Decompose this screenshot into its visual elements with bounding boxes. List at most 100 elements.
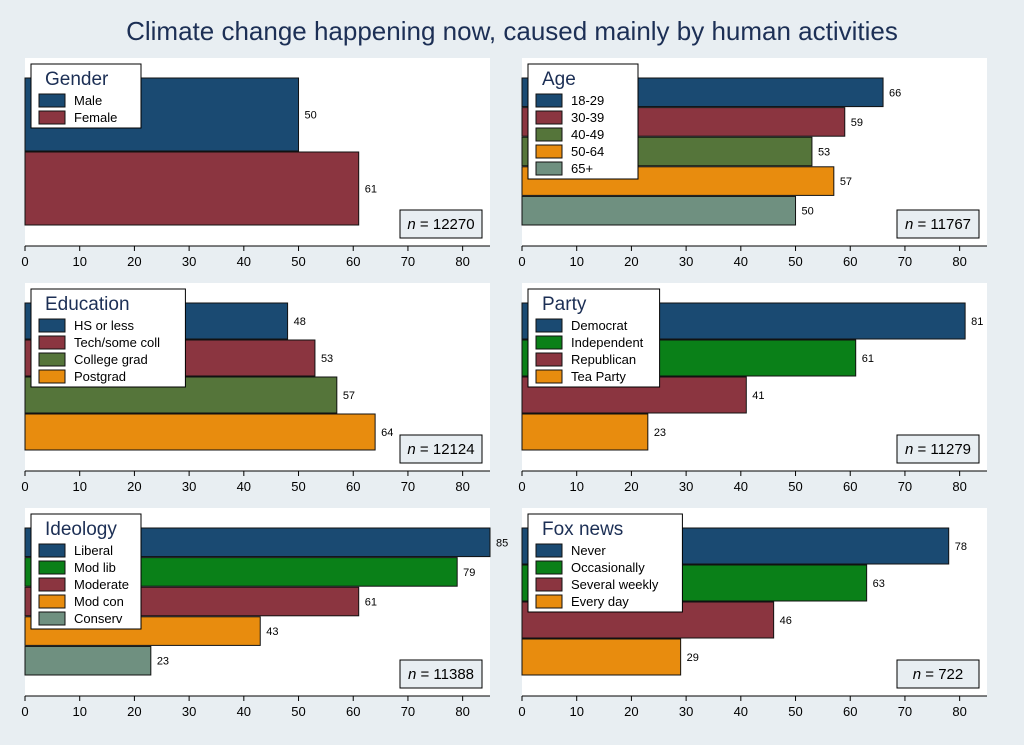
x-tick-label: 30 bbox=[679, 254, 693, 269]
data-label: 50 bbox=[802, 206, 814, 218]
x-tick-label: 40 bbox=[237, 704, 251, 719]
x-tick-label: 60 bbox=[843, 479, 857, 494]
legend-swatch bbox=[38, 110, 66, 125]
x-tick-label: 0 bbox=[21, 254, 28, 269]
data-label: 78 bbox=[955, 541, 967, 553]
legend-swatch bbox=[38, 369, 66, 384]
x-tick-label: 10 bbox=[72, 704, 86, 719]
legend-title: Education bbox=[45, 294, 130, 315]
legend-swatch bbox=[535, 161, 563, 176]
x-tick-label: 80 bbox=[952, 479, 966, 494]
legend-item: Female bbox=[74, 110, 117, 125]
x-tick-label: 80 bbox=[455, 254, 469, 269]
bar-every-day bbox=[521, 638, 682, 676]
x-tick-label: 0 bbox=[21, 704, 28, 719]
panel-party: 81 61 41 23 0 10 20 30 40 50 60 70 80 Party Democrat In… bbox=[518, 283, 987, 494]
x-tick-label: 50 bbox=[291, 254, 305, 269]
legend-swatch bbox=[535, 369, 563, 384]
legend-swatch bbox=[38, 560, 66, 575]
legend-swatch bbox=[535, 594, 563, 609]
x-tick-label: 50 bbox=[788, 254, 802, 269]
x-tick-label: 20 bbox=[127, 254, 141, 269]
legend-title: Age bbox=[542, 69, 576, 90]
legend-item: Conserv bbox=[74, 611, 123, 626]
x-tick-label: 70 bbox=[898, 479, 912, 494]
x-tick-label: 30 bbox=[182, 254, 196, 269]
legend-swatch bbox=[38, 543, 66, 558]
legend-item: Every day bbox=[571, 594, 629, 609]
data-label: 59 bbox=[851, 117, 863, 129]
legend-title: Fox news bbox=[542, 519, 623, 540]
x-tick-label: 50 bbox=[788, 704, 802, 719]
data-label: 53 bbox=[818, 147, 830, 159]
x-tick-label: 40 bbox=[734, 704, 748, 719]
data-label: 57 bbox=[343, 390, 355, 402]
legend-item: Mod lib bbox=[74, 560, 116, 575]
x-tick-label: 0 bbox=[518, 254, 525, 269]
panel-fox-news: 78 63 46 29 0 10 20 30 40 50 60 70 80 Fox news Never Oc… bbox=[518, 508, 987, 719]
panel-gender: 50 61 0 10 20 30 40 50 60 70 80 Gender Male Female n =… bbox=[21, 58, 490, 269]
legend-item: Tea Party bbox=[571, 369, 626, 384]
data-label: 50 bbox=[305, 110, 317, 122]
x-tick-label: 10 bbox=[72, 254, 86, 269]
bar-conserv bbox=[24, 645, 152, 676]
legend-item: Male bbox=[74, 93, 102, 108]
n-label: n = 12270 bbox=[407, 216, 474, 233]
n-label: n = 11767 bbox=[905, 216, 971, 233]
n-box bbox=[896, 209, 980, 239]
x-tick-label: 40 bbox=[237, 479, 251, 494]
data-label: 61 bbox=[862, 353, 874, 365]
legend-item: 30-39 bbox=[571, 110, 604, 125]
legend-item: 50-64 bbox=[571, 144, 604, 159]
bar-female bbox=[24, 151, 360, 226]
x-tick-label: 30 bbox=[182, 479, 196, 494]
legend-item: HS or less bbox=[74, 318, 134, 333]
data-label: 61 bbox=[365, 184, 377, 196]
n-box bbox=[896, 434, 980, 464]
legend-swatch bbox=[535, 577, 563, 592]
legend-item: 65+ bbox=[571, 161, 593, 176]
legend-item: Moderate bbox=[74, 577, 129, 592]
x-tick-label: 60 bbox=[346, 254, 360, 269]
x-tick-label: 60 bbox=[346, 479, 360, 494]
legend-title: Gender bbox=[45, 69, 109, 90]
x-tick-label: 40 bbox=[734, 254, 748, 269]
data-label: 63 bbox=[873, 578, 885, 590]
data-label: 41 bbox=[752, 390, 764, 402]
legend-swatch bbox=[535, 352, 563, 367]
x-tick-label: 20 bbox=[624, 704, 638, 719]
data-label: 46 bbox=[780, 615, 792, 627]
legend-swatch bbox=[38, 611, 66, 626]
x-tick-label: 20 bbox=[127, 479, 141, 494]
legend-swatch bbox=[38, 352, 66, 367]
legend-swatch bbox=[535, 318, 563, 333]
data-label: 66 bbox=[889, 87, 901, 99]
x-tick-label: 50 bbox=[788, 479, 802, 494]
x-tick-label: 70 bbox=[401, 254, 415, 269]
x-tick-label: 70 bbox=[401, 704, 415, 719]
n-box bbox=[399, 434, 483, 464]
data-label: 48 bbox=[294, 316, 306, 328]
x-tick-label: 60 bbox=[346, 704, 360, 719]
legend-item: 40-49 bbox=[571, 127, 604, 142]
legend-item: Independent bbox=[571, 335, 644, 350]
x-tick-label: 10 bbox=[569, 254, 583, 269]
x-tick-label: 30 bbox=[182, 704, 196, 719]
n-label: n = 11388 bbox=[408, 666, 474, 683]
x-tick-label: 0 bbox=[21, 479, 28, 494]
bar-tea-party bbox=[521, 413, 649, 451]
legend-item: College grad bbox=[74, 352, 148, 367]
legend-swatch bbox=[535, 144, 563, 159]
data-label: 57 bbox=[840, 176, 852, 188]
n-box bbox=[896, 659, 980, 689]
x-tick-label: 80 bbox=[952, 254, 966, 269]
x-tick-label: 70 bbox=[898, 704, 912, 719]
panel-age: 66 59 53 57 50 0 10 20 30 40 50 60 70 80 Age 18-29 30-39… bbox=[518, 58, 987, 269]
x-tick-label: 30 bbox=[679, 479, 693, 494]
legend-swatch bbox=[535, 110, 563, 125]
x-tick-label: 40 bbox=[734, 479, 748, 494]
n-label: n = 11279 bbox=[905, 441, 971, 458]
n-box bbox=[399, 209, 483, 239]
data-label: 29 bbox=[687, 652, 699, 664]
legend-item: Several weekly bbox=[571, 577, 659, 592]
